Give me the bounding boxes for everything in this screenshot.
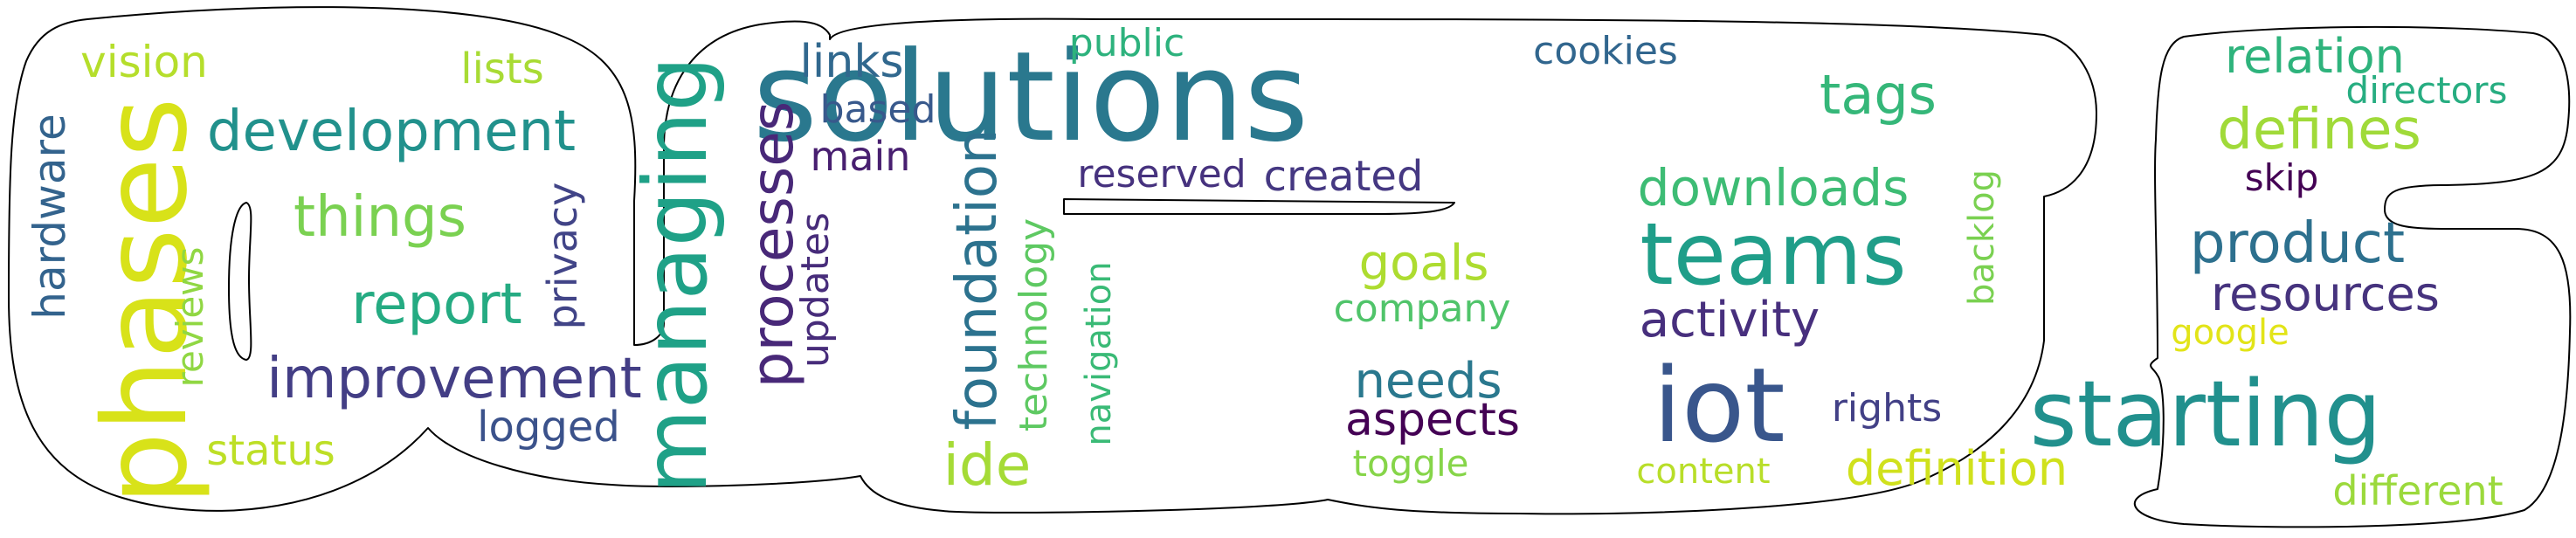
- word-skip: skip: [2245, 156, 2319, 199]
- word-ide: ide: [943, 431, 1032, 499]
- outline-left-lobe: [8, 6, 2097, 515]
- word-different: different: [2332, 467, 2503, 514]
- word-development: development: [207, 100, 576, 164]
- word-google: google: [2171, 313, 2289, 353]
- word-lists: lists: [460, 45, 544, 93]
- word-resources: resources: [2211, 266, 2440, 321]
- word-public: public: [1069, 21, 1184, 66]
- word-privacy: privacy: [539, 183, 586, 330]
- word-aspects: aspects: [1345, 394, 1520, 446]
- word-defines: defines: [2217, 98, 2421, 162]
- outline-inner-slot: [228, 202, 252, 361]
- word-definition: definition: [1846, 441, 2068, 496]
- word-directors: directors: [2346, 69, 2508, 112]
- word-improvement: improvement: [266, 347, 641, 411]
- word-reviews: reviews: [169, 247, 211, 388]
- word-status: status: [206, 426, 335, 475]
- word-starting: starting: [2029, 361, 2381, 467]
- word-managing: managing: [625, 56, 727, 493]
- word-based: based: [820, 87, 936, 132]
- word-phases: phases: [79, 97, 213, 505]
- word-solutions: solutions: [753, 25, 1309, 169]
- word-activity: activity: [1640, 292, 1820, 348]
- word-content: content: [1636, 452, 1770, 492]
- word-things: things: [294, 185, 466, 250]
- mask-outline: [8, 6, 2572, 528]
- word-vision: vision: [80, 37, 208, 87]
- word-report: report: [351, 272, 521, 337]
- word-tags: tags: [1820, 63, 1937, 127]
- words-layer: solutions phases managing teams iot star…: [24, 21, 2507, 514]
- word-needs: needs: [1354, 353, 1502, 410]
- word-navigation: navigation: [1079, 261, 1119, 445]
- word-backlog: backlog: [1962, 169, 2002, 306]
- word-downloads: downloads: [1638, 158, 1910, 217]
- word-relation: relation: [2225, 29, 2405, 84]
- outline-inner-notch: [1063, 198, 1455, 215]
- word-teams: teams: [1640, 205, 1906, 305]
- word-technology: technology: [1012, 218, 1056, 431]
- word-goals: goals: [1359, 235, 1489, 292]
- outline-right-block: [2133, 25, 2572, 528]
- word-logged: logged: [477, 403, 620, 452]
- word-processes: processes: [739, 101, 806, 389]
- word-created: created: [1264, 152, 1424, 201]
- word-hardware: hardware: [24, 114, 75, 320]
- word-updates: updates: [793, 212, 838, 368]
- word-main: main: [811, 133, 911, 180]
- word-reserved: reserved: [1077, 152, 1246, 197]
- word-product: product: [2190, 211, 2405, 276]
- word-company: company: [1334, 286, 1511, 331]
- word-foundation: foundation: [945, 128, 1010, 430]
- word-cookies: cookies: [1533, 29, 1678, 73]
- word-iot: iot: [1653, 345, 1785, 466]
- word-links: links: [799, 36, 903, 88]
- word-rights: rights: [1832, 386, 1942, 431]
- word-toggle: toggle: [1353, 442, 1469, 485]
